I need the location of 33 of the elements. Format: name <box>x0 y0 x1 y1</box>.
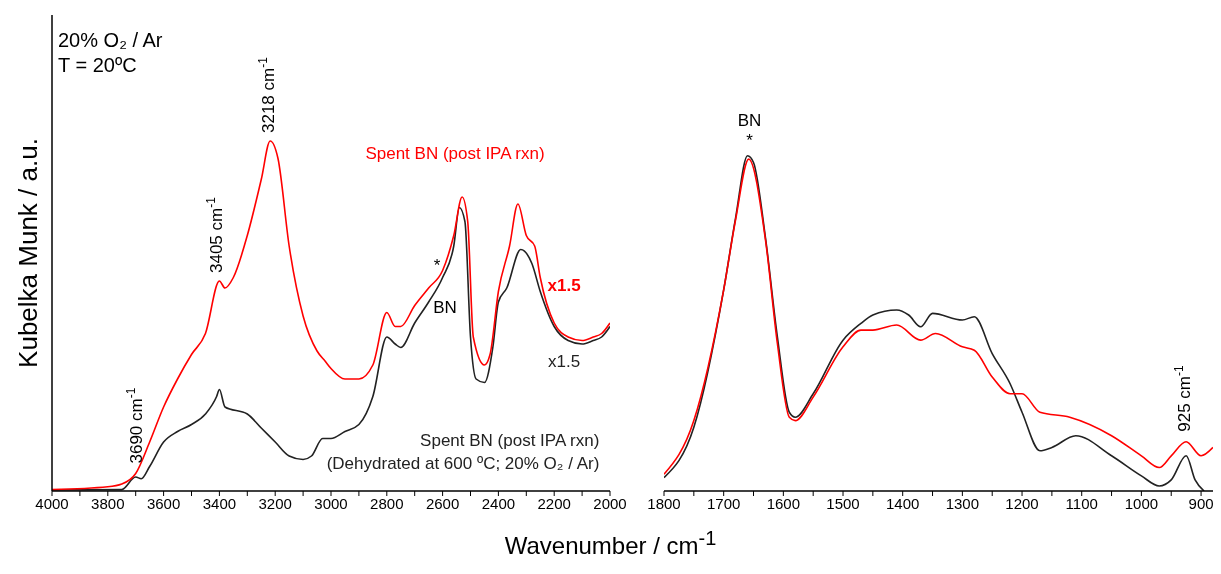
x-tick-label: 2600 <box>425 494 460 512</box>
annotation: BN <box>433 298 457 317</box>
x-tick-label: 2800 <box>370 494 404 512</box>
text: T = 20ºC <box>58 53 138 78</box>
x-tick-label: 3000 <box>314 494 348 512</box>
x-tick-label: 3800 <box>91 494 125 512</box>
series-label: Spent BN (post IPA rxn) (Dehydrated at 600 ºC; 20% O₂ / Ar) <box>326 430 600 475</box>
x-tick-label: 1000 <box>1124 494 1159 512</box>
x-tick-label: 1100 <box>1065 494 1098 512</box>
x-tick-label: 1700 <box>706 494 741 512</box>
annotation: BN <box>737 110 762 130</box>
annotation: x1.5 <box>548 351 581 371</box>
x-tick-label: 1500 <box>826 494 860 512</box>
annotation: * <box>433 256 441 275</box>
x-tick-label: 1300 <box>945 494 980 512</box>
x-tick-label: 3400 <box>202 494 237 512</box>
annotation: * <box>746 130 754 150</box>
x-tick-label: 2400 <box>481 494 516 512</box>
x-tick-label: 1600 <box>766 494 801 512</box>
annotation: x1.5 <box>547 276 581 295</box>
x-tick-label: 2000 <box>593 494 627 512</box>
text: 20% O₂ / Ar <box>58 28 163 53</box>
x-tick-label: 1800 <box>647 494 681 512</box>
text: Spent BN (post IPA rxn) <box>365 143 545 165</box>
x-tick-label: 2200 <box>537 494 571 512</box>
x-tick-label: 3200 <box>258 494 292 512</box>
x-tick-label: 1400 <box>886 494 920 512</box>
x-tick-label: 1200 <box>1005 494 1039 512</box>
y-axis-title: Kubelka Munk / a.u. <box>12 138 43 368</box>
x-tick-label: 3600 <box>146 494 181 512</box>
x-axis-title: Wavenumber / cm$^{-1}$ <box>503 527 718 560</box>
x-tick-label: 4000 <box>35 494 69 512</box>
x-tick-label: 900 <box>1188 494 1214 512</box>
